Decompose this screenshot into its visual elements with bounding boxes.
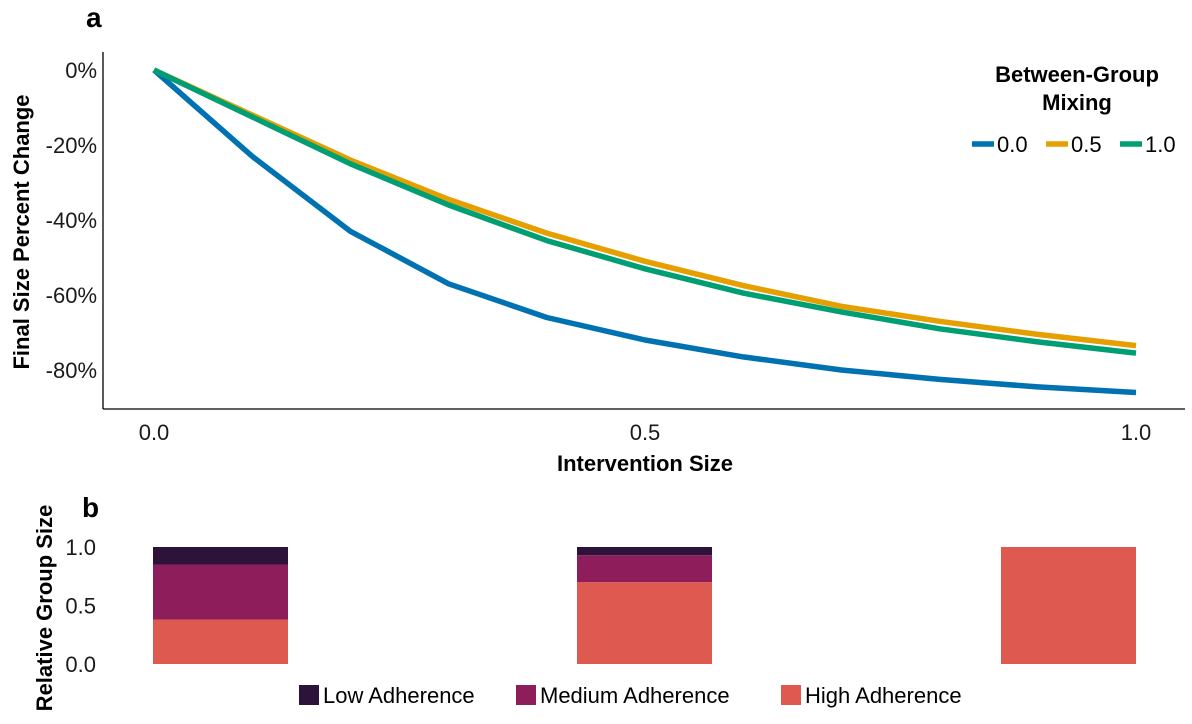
legend-title-line2: Mixing (1042, 90, 1112, 115)
legend-label-b: High Adherence (805, 683, 962, 708)
y-tick-label-b: 0.5 (65, 594, 96, 619)
series-line-1-0 (152, 67, 1137, 356)
y-tick-label: 0% (65, 58, 97, 83)
legend: Between-Group Mixing 0.0 0.5 1.0 (972, 62, 1176, 157)
bar-segment-high-adherence (577, 582, 712, 664)
legend-label: 0.5 (1071, 132, 1102, 157)
x-tick-label: 1.0 (1121, 420, 1152, 445)
bar-segment-high-adherence (153, 619, 288, 664)
stacked-bars (153, 547, 1136, 664)
bar-segment-medium-adherence (153, 564, 288, 620)
panel-a-tag: a (86, 2, 102, 33)
y-tick-label-b: 1.0 (65, 535, 96, 560)
x-tick-label: 0.0 (139, 420, 170, 445)
y-tick-labels-b: 0.0 0.5 1.0 (65, 535, 96, 677)
y-tick-label: -20% (46, 133, 97, 158)
series-line-0-0 (152, 67, 1137, 396)
legend-items: 0.0 0.5 1.0 (972, 132, 1176, 157)
bar-segment-low-adherence (153, 547, 288, 565)
y-tick-labels: 0% -20% -40% -60% -80% (46, 58, 97, 383)
x-tick-labels: 0.0 0.5 1.0 (139, 420, 1152, 445)
bar-segment-medium-adherence (577, 555, 712, 583)
legend-label: 0.0 (997, 132, 1028, 157)
legend-label: 1.0 (1145, 132, 1176, 157)
legend-label-b: Low Adherence (323, 683, 475, 708)
y-tick-label: -80% (46, 358, 97, 383)
legend-swatch-b (781, 685, 801, 705)
y-tick-label-b: 0.0 (65, 652, 96, 677)
series-lines (152, 67, 1137, 396)
y-axis-label-b: Relative Group Size (32, 505, 57, 712)
bar-segment-low-adherence (577, 547, 712, 556)
panel-b-bar-chart: Relative Group Size 0.0 0.5 1.0 Low Adhere… (32, 505, 1136, 712)
series-line-0-5 (152, 67, 1137, 349)
legend-swatch-b (516, 685, 536, 705)
x-tick-label: 0.5 (630, 420, 661, 445)
y-tick-label: -60% (46, 283, 97, 308)
x-axis-label: Intervention Size (557, 451, 733, 476)
legend-b: Low Adherence Medium Adherence High Adhere… (299, 683, 962, 708)
legend-title-line1: Between-Group (995, 62, 1159, 87)
y-axis-label: Final Size Percent Change (9, 94, 34, 369)
bar-segment-high-adherence (1001, 547, 1136, 664)
legend-swatch-b (299, 685, 319, 705)
panel-a-line-chart: 0% -20% -40% -60% -80% 0.0 0.5 1.0 Interventio… (9, 52, 1185, 476)
legend-label-b: Medium Adherence (540, 683, 730, 708)
panel-b-tag: b (82, 492, 99, 523)
y-tick-label: -40% (46, 208, 97, 233)
